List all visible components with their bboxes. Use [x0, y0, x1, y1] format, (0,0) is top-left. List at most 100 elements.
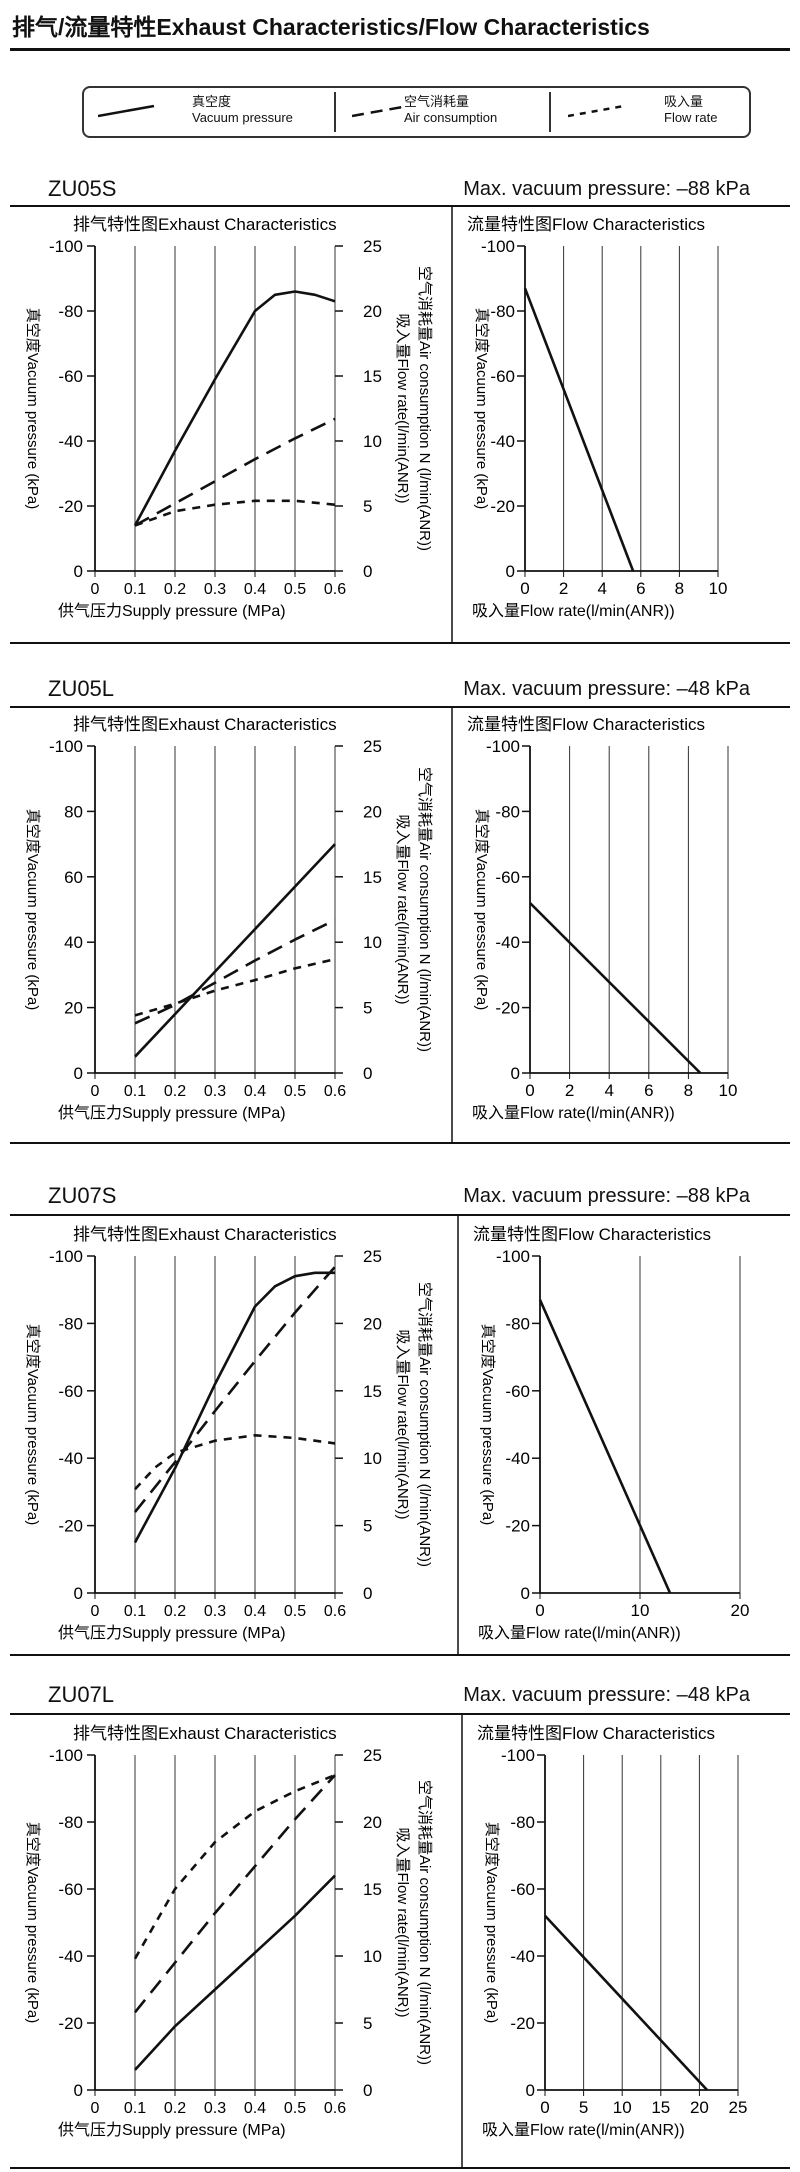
legend-box: 真空度 Vacuum pressure 空气消耗量 Air consumptio… [82, 86, 751, 138]
legend-air-en: Air consumption [404, 110, 498, 125]
air-consumption-axis-label: 空气消耗量Air consumption N (l/min(ANR)) [416, 1282, 433, 1567]
flow-left-tick-label: -80 [495, 802, 520, 821]
legend-vacuum-cn: 真空度 [192, 94, 232, 109]
flow-x-axis-label: 吸入量Flow rate(l/min(ANR)) [478, 1625, 681, 1642]
vacuum-axis-label: 真空度Vacuum pressure (kPa) [24, 1822, 42, 2023]
flow-x-tick-label: 15 [651, 2098, 670, 2117]
flow-x-tick-label: 20 [690, 2098, 709, 2117]
legend-shortdash-swatch [568, 104, 625, 118]
exhaust-series-longdash [134, 918, 336, 1025]
flow-x-tick-label: 6 [644, 1081, 653, 1100]
exhaust-left-tick-label: -100 [49, 237, 83, 256]
flow-x-tick-label: 10 [631, 1601, 650, 1620]
exhaust-x-tick-label: 0.5 [284, 581, 306, 598]
exhaust-right-tick-label: 10 [363, 432, 382, 451]
exhaust-x-axis-label: 供气压力Supply pressure (MPa) [58, 602, 286, 620]
flow-left-tick-label: 0 [526, 2081, 535, 2100]
flow-rate-axis-label: 吸入量Flow rate(l/min(ANR)) [394, 1827, 411, 2017]
flow-left-tick-label: -20 [490, 497, 515, 516]
flow-chart-title: 流量特性图Flow Characteristics [473, 1225, 711, 1244]
legend-item-vacuum: 真空度 Vacuum pressure [84, 88, 332, 136]
flow-left-tick-label: -100 [486, 737, 520, 756]
panel-top-rule [10, 706, 790, 708]
exhaust-right-tick-label: 15 [363, 1382, 382, 1401]
legend-item-air: 空气消耗量 Air consumption [338, 88, 638, 136]
exhaust-left-tick-label: -60 [58, 1382, 83, 1401]
exhaust-right-tick-label: 20 [363, 302, 382, 321]
exhaust-left-tick-label: -60 [58, 367, 83, 386]
panel-top-rule [10, 1214, 790, 1216]
legend-longdash-swatch [352, 104, 409, 118]
exhaust-left-tick-label: -20 [58, 1517, 83, 1536]
exhaust-right-tick-label: 5 [363, 1517, 372, 1536]
flow-left-tick-label: -40 [490, 432, 515, 451]
flow-left-tick-label: -20 [495, 999, 520, 1018]
flow-left-tick-label: -40 [505, 1449, 530, 1468]
panel-top-rule [10, 1713, 790, 1715]
flow-x-tick-label: 10 [613, 2098, 632, 2117]
exhaust-series-shortdash [134, 1434, 336, 1491]
flow-left-tick-label: -100 [496, 1247, 530, 1266]
flow-series-solid [538, 1299, 672, 1594]
flow-x-tick-label: 10 [709, 579, 728, 598]
exhaust-right-tick-label: 20 [363, 1813, 382, 1832]
exhaust-x-tick-label: 0.3 [204, 2100, 226, 2117]
flow-left-tick-label: -60 [505, 1382, 530, 1401]
exhaust-x-tick-label: 0.5 [284, 1603, 306, 1620]
exhaust-chart-title: 排气特性图Exhaust Characteristics [73, 715, 337, 734]
flow-x-axis-label: 吸入量Flow rate(l/min(ANR)) [472, 1105, 675, 1122]
legend-vacuum-en: Vacuum pressure [192, 110, 293, 125]
exhaust-x-tick-label: 0.4 [244, 2100, 266, 2117]
panel-top-rule [10, 205, 790, 207]
flow-x-tick-label: 2 [559, 579, 568, 598]
exhaust-left-tick-label: -60 [58, 1880, 83, 1899]
flow-left-tick-label: -100 [481, 237, 515, 256]
exhaust-left-tick-label: 0 [74, 2081, 83, 2100]
exhaust-right-tick-label: 25 [363, 1247, 382, 1266]
model-name: ZU07S [48, 1183, 117, 1208]
flow-left-tick-label: -100 [501, 1746, 535, 1765]
flow-x-tick-label: 0 [520, 579, 529, 598]
flow-x-tick-label: 5 [579, 2098, 588, 2117]
exhaust-left-tick-label: 0 [74, 1584, 83, 1603]
flow-left-tick-label: 0 [521, 1584, 530, 1603]
flow-series-solid [523, 287, 635, 572]
exhaust-left-tick-label: -80 [58, 302, 83, 321]
exhaust-x-axis-label: 供气压力Supply pressure (MPa) [58, 1624, 286, 1642]
exhaust-chart-title: 排气特性图Exhaust Characteristics [73, 1724, 337, 1743]
exhaust-right-tick-label: 5 [363, 2014, 372, 2033]
exhaust-left-tick-label: -100 [49, 1746, 83, 1765]
exhaust-series-solid [134, 1874, 336, 2071]
page-title: 排气/流量特性Exhaust Characteristics/Flow Char… [12, 14, 650, 40]
exhaust-right-tick-label: 5 [363, 497, 372, 516]
exhaust-chart-title: 排气特性图Exhaust Characteristics [73, 215, 337, 234]
flow-x-axis-label: 吸入量Flow rate(l/min(ANR)) [472, 603, 675, 620]
flow-x-tick-label: 8 [675, 579, 684, 598]
max-vacuum-label: Max. vacuum pressure: –88 kPa [463, 178, 750, 200]
exhaust-right-tick-label: 15 [363, 868, 382, 887]
exhaust-x-axis-label: 供气压力Supply pressure (MPa) [58, 1104, 286, 1122]
exhaust-right-tick-label: 15 [363, 367, 382, 386]
exhaust-x-tick-label: 0.3 [204, 581, 226, 598]
exhaust-right-tick-label: 10 [363, 1947, 382, 1966]
flow-left-tick-label: -40 [510, 1947, 535, 1966]
flow-vacuum-axis-label: 真空度Vacuum pressure (kPa) [479, 1324, 497, 1525]
legend-flow-en: Flow rate [664, 110, 718, 125]
flow-x-tick-label: 10 [719, 1081, 738, 1100]
exhaust-x-tick-label: 0.6 [324, 1603, 346, 1620]
max-vacuum-label: Max. vacuum pressure: –48 kPa [463, 1684, 750, 1706]
flow-series-solid [544, 1914, 709, 2091]
flow-series-solid [529, 902, 702, 1074]
exhaust-right-tick-label: 5 [363, 999, 372, 1018]
exhaust-right-tick-label: 10 [363, 933, 382, 952]
exhaust-x-tick-label: 0.4 [244, 1083, 266, 1100]
exhaust-left-tick-label: 0 [74, 1064, 83, 1083]
model-name: ZU05L [48, 676, 115, 701]
exhaust-right-tick-label: 25 [363, 737, 382, 756]
flow-x-tick-label: 0 [535, 1601, 544, 1620]
exhaust-right-tick-label: 0 [363, 2081, 372, 2100]
exhaust-left-tick-label: -20 [58, 2014, 83, 2033]
exhaust-series-solid [133, 1271, 335, 1544]
exhaust-right-tick-label: 0 [363, 562, 372, 581]
